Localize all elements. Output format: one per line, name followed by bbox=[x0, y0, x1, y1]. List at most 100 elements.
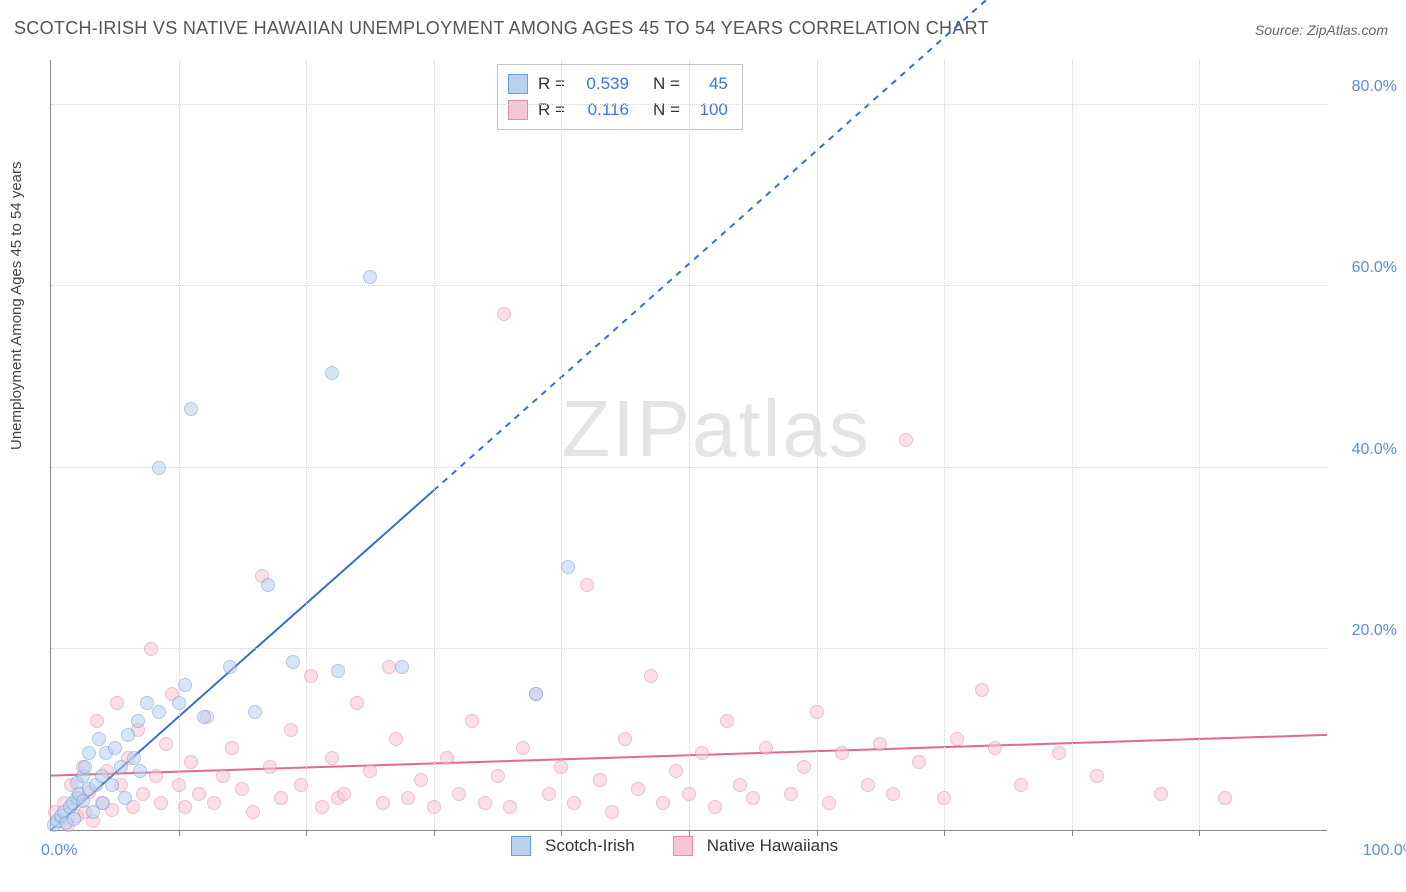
x-minor-tick bbox=[689, 830, 690, 836]
point-scotch_irish bbox=[395, 660, 409, 674]
n-label: N = bbox=[653, 97, 680, 123]
point-native_hawaiians bbox=[235, 782, 249, 796]
point-native_hawaiians bbox=[542, 787, 556, 801]
x-minor-tick bbox=[561, 830, 562, 836]
x-minor-tick bbox=[944, 830, 945, 836]
point-scotch_irish bbox=[152, 705, 166, 719]
gridline-vertical bbox=[1199, 60, 1200, 830]
r-value: 0.116 bbox=[571, 97, 629, 123]
point-native_hawaiians bbox=[304, 669, 318, 683]
n-value: 45 bbox=[686, 71, 728, 97]
point-native_hawaiians bbox=[554, 760, 568, 774]
point-native_hawaiians bbox=[427, 800, 441, 814]
point-scotch_irish bbox=[78, 760, 92, 774]
point-native_hawaiians bbox=[414, 773, 428, 787]
point-native_hawaiians bbox=[1052, 746, 1066, 760]
point-native_hawaiians bbox=[216, 769, 230, 783]
watermark-strong: ZIP bbox=[561, 384, 691, 473]
point-native_hawaiians bbox=[669, 764, 683, 778]
x-minor-tick bbox=[817, 830, 818, 836]
point-native_hawaiians bbox=[835, 746, 849, 760]
point-native_hawaiians bbox=[207, 796, 221, 810]
point-native_hawaiians bbox=[337, 787, 351, 801]
point-native_hawaiians bbox=[225, 741, 239, 755]
point-scotch_irish bbox=[108, 741, 122, 755]
point-native_hawaiians bbox=[899, 433, 913, 447]
x-minor-tick bbox=[1199, 830, 1200, 836]
point-scotch_irish bbox=[152, 461, 166, 475]
point-native_hawaiians bbox=[975, 683, 989, 697]
point-native_hawaiians bbox=[861, 778, 875, 792]
point-scotch_irish bbox=[363, 270, 377, 284]
point-native_hawaiians bbox=[1090, 769, 1104, 783]
point-native_hawaiians bbox=[491, 769, 505, 783]
watermark: ZIPatlas bbox=[561, 383, 870, 475]
x-minor-tick bbox=[306, 830, 307, 836]
point-scotch_irish bbox=[67, 812, 81, 826]
point-scotch_irish bbox=[261, 578, 275, 592]
point-native_hawaiians bbox=[567, 796, 581, 810]
point-scotch_irish bbox=[184, 402, 198, 416]
point-native_hawaiians bbox=[720, 714, 734, 728]
point-native_hawaiians bbox=[452, 787, 466, 801]
legend-swatch bbox=[511, 836, 531, 856]
point-native_hawaiians bbox=[274, 791, 288, 805]
point-native_hawaiians bbox=[682, 787, 696, 801]
chart-title: SCOTCH-IRISH VS NATIVE HAWAIIAN UNEMPLOY… bbox=[14, 18, 989, 39]
point-scotch_irish bbox=[172, 696, 186, 710]
point-native_hawaiians bbox=[154, 796, 168, 810]
point-scotch_irish bbox=[96, 796, 110, 810]
point-native_hawaiians bbox=[733, 778, 747, 792]
gridline-vertical bbox=[179, 60, 180, 830]
point-native_hawaiians bbox=[656, 796, 670, 810]
gridline-vertical bbox=[689, 60, 690, 830]
point-native_hawaiians bbox=[593, 773, 607, 787]
legend-label: Scotch-Irish bbox=[545, 836, 635, 856]
point-scotch_irish bbox=[286, 655, 300, 669]
gridline-vertical bbox=[434, 60, 435, 830]
point-native_hawaiians bbox=[401, 791, 415, 805]
y-tick-label: 80.0% bbox=[1337, 78, 1397, 96]
point-native_hawaiians bbox=[873, 737, 887, 751]
legend-label: Native Hawaiians bbox=[707, 836, 838, 856]
point-native_hawaiians bbox=[159, 737, 173, 751]
point-native_hawaiians bbox=[184, 755, 198, 769]
point-native_hawaiians bbox=[810, 705, 824, 719]
point-native_hawaiians bbox=[797, 760, 811, 774]
point-native_hawaiians bbox=[136, 787, 150, 801]
point-scotch_irish bbox=[133, 764, 147, 778]
point-native_hawaiians bbox=[497, 307, 511, 321]
gridline-vertical bbox=[306, 60, 307, 830]
point-scotch_irish bbox=[118, 791, 132, 805]
point-native_hawaiians bbox=[631, 782, 645, 796]
x-axis-start-label: 0.0% bbox=[41, 842, 77, 860]
stats-legend: R =0.539N =45R =0.116N =100 bbox=[497, 64, 743, 130]
stats-legend-row: R =0.539N =45 bbox=[508, 71, 728, 97]
point-native_hawaiians bbox=[172, 778, 186, 792]
point-native_hawaiians bbox=[695, 746, 709, 760]
n-label: N = bbox=[653, 71, 680, 97]
plot-area: ZIPatlas 0.0% 100.0% R =0.539N =45R =0.1… bbox=[50, 60, 1327, 831]
y-axis-label: Unemployment Among Ages 45 to 54 years bbox=[8, 161, 25, 450]
point-native_hawaiians bbox=[580, 578, 594, 592]
gridline-vertical bbox=[1072, 60, 1073, 830]
point-native_hawaiians bbox=[110, 696, 124, 710]
x-axis-end-label: 100.0% bbox=[1363, 842, 1406, 860]
point-scotch_irish bbox=[92, 732, 106, 746]
point-native_hawaiians bbox=[350, 696, 364, 710]
point-native_hawaiians bbox=[90, 714, 104, 728]
point-scotch_irish bbox=[561, 560, 575, 574]
point-native_hawaiians bbox=[516, 741, 530, 755]
point-scotch_irish bbox=[127, 751, 141, 765]
point-native_hawaiians bbox=[246, 805, 260, 819]
gridline-vertical bbox=[944, 60, 945, 830]
point-scotch_irish bbox=[131, 714, 145, 728]
y-tick-label: 40.0% bbox=[1337, 441, 1397, 459]
point-native_hawaiians bbox=[1154, 787, 1168, 801]
point-native_hawaiians bbox=[178, 800, 192, 814]
point-native_hawaiians bbox=[822, 796, 836, 810]
n-value: 100 bbox=[686, 97, 728, 123]
point-native_hawaiians bbox=[376, 796, 390, 810]
point-native_hawaiians bbox=[465, 714, 479, 728]
point-native_hawaiians bbox=[708, 800, 722, 814]
